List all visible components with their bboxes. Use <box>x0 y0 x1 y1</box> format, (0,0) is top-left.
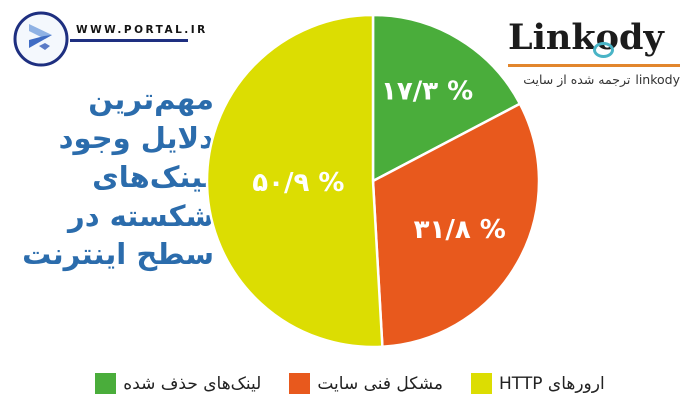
chart-legend: لینک‌های حذف شده مشکل فنی سایت ارورهای H… <box>0 373 700 394</box>
title-line-3: لینک‌های <box>92 159 214 194</box>
chain-link-icon: o <box>592 17 619 58</box>
legend-label-technical-problem: مشکل فنی سایت <box>317 373 443 394</box>
pie-chart-container: ۱۷/۳ % ۳۱/۸ % ۵۰/۹ % <box>205 13 541 349</box>
portal-logo-icon <box>13 11 69 67</box>
logo-divider-line <box>70 39 188 42</box>
brand-part3: dy <box>618 17 664 58</box>
pie-slice-2 <box>371 102 541 348</box>
legend-label-deleted-links: لینک‌های حذف شده <box>123 373 262 394</box>
brand-underline <box>508 64 680 67</box>
source-note: ترجمه شده از سایت linkody <box>508 72 680 87</box>
title-line-5: سطح اینترنت <box>22 237 214 272</box>
legend-item-deleted-links: لینک‌های حذف شده <box>95 373 261 394</box>
legend-item-technical-problem: مشکل فنی سایت <box>289 373 443 394</box>
portal-url-text: WWW.PORTAL.IR <box>76 24 208 36</box>
source-note-farsi: ترجمه شده از سایت <box>523 72 631 87</box>
source-note-brand: linkody <box>635 72 680 87</box>
legend-swatch-yellow <box>470 373 492 394</box>
legend-swatch-green <box>95 373 117 394</box>
portal-logo-block: WWW.PORTAL.IR <box>10 8 260 72</box>
title-line-1: مهم‌ترین <box>88 82 214 116</box>
legend-item-http-errors: ارورهای HTTP <box>470 373 605 394</box>
legend-swatch-orange <box>289 373 311 394</box>
pie-chart: ۱۷/۳ % ۳۱/۸ % ۵۰/۹ % <box>205 13 541 349</box>
pie-slice-1 <box>371 13 522 183</box>
slice-label-2: ۳۱/۸ % <box>414 215 506 245</box>
chart-title: مهم‌ترین دلایل وجود لینک‌های شکسته در سط… <box>9 80 214 274</box>
slice-label-1: ۱۷/۳ % <box>381 77 473 107</box>
title-line-4: شکسته در <box>68 198 214 233</box>
linkody-logo: Linkody <box>508 17 688 58</box>
legend-label-http-errors: ارورهای HTTP <box>498 373 605 394</box>
pie-slice-3 <box>205 13 384 349</box>
brand-part1: Link <box>508 17 596 58</box>
slice-label-3: ۵۰/۹ % <box>252 168 344 198</box>
title-line-2: دلایل وجود <box>58 120 214 155</box>
linkody-brand-block: Linkody ترجمه شده از سایت linkody <box>508 20 688 87</box>
